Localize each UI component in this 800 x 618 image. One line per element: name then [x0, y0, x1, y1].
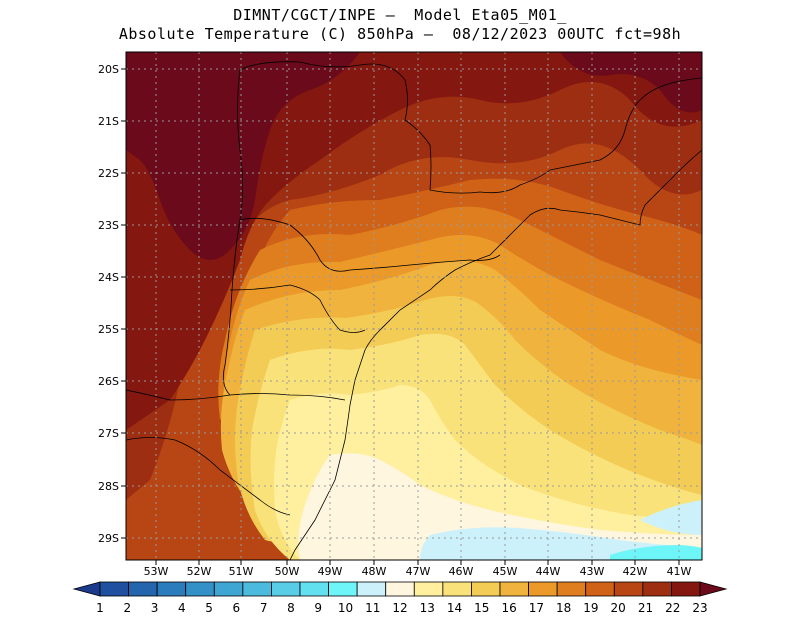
lat-label: 21S [98, 115, 119, 128]
colorbar-label: 12 [392, 601, 407, 615]
colorbar-box [585, 581, 615, 597]
contour-11-east [640, 500, 702, 535]
colorbar-box [156, 581, 187, 597]
colorbar-label: 19 [583, 601, 598, 615]
state-border-6 [126, 437, 291, 516]
lat-label: 28S [98, 480, 119, 493]
colorbar-label: 16 [501, 601, 516, 615]
colorbar-box [613, 581, 644, 597]
contour-23 [126, 52, 360, 260]
colorbar-label: 22 [665, 601, 680, 615]
state-border-4 [229, 284, 366, 333]
colorbar-box [356, 581, 387, 597]
colorbar-label: 18 [556, 601, 571, 615]
temperature-field [126, 52, 702, 560]
lon-label: 45W [493, 565, 518, 578]
lon-label: 44W [536, 565, 561, 578]
colorbar-label: 23 [692, 601, 707, 615]
colorbar-label: 6 [233, 601, 241, 615]
colorbar-box [442, 581, 472, 597]
contour-22 [126, 52, 702, 430]
lat-label: 26S [98, 375, 119, 388]
lat-label: 22S [98, 167, 119, 180]
colorbar-box [242, 581, 272, 597]
colorbar: 1 2 3 4 5 6 7 8 9 10 11 12 13 14 15 16 17 18 19 20 21 22 23 [72, 581, 728, 615]
colorbar-label: 3 [151, 601, 159, 615]
colorbar-box [471, 581, 501, 597]
lon-label: 52W [187, 565, 212, 578]
colorbar-label: 10 [338, 601, 353, 615]
lat-label: 20S [98, 63, 119, 76]
lat-label: 29S [98, 532, 119, 545]
lon-label: 42W [623, 565, 648, 578]
lon-label: 47W [406, 565, 431, 578]
lat-label: 27S [98, 427, 119, 440]
colorbar-label: 13 [420, 601, 435, 615]
colorbar-box [213, 581, 244, 597]
grid-lines [126, 52, 702, 560]
lon-label: 53W [144, 565, 169, 578]
title-line-2: Absolute Temperature (C) 850hPa – 08/12/… [118, 25, 682, 43]
lon-label: 51W [229, 565, 254, 578]
lon-label: 50W [275, 565, 300, 578]
colorbar-label: 15 [474, 601, 489, 615]
colorbar-box [128, 581, 158, 597]
lon-label: 41W [667, 565, 692, 578]
colorbar-box [299, 581, 329, 597]
colorbar-label: 11 [365, 601, 380, 615]
colorbar-box [499, 581, 529, 597]
contour-23-east [560, 52, 702, 113]
colorbar-box [671, 581, 701, 597]
boundaries [126, 61, 702, 560]
contour-12 [298, 453, 702, 560]
colorbar-box [385, 581, 415, 597]
plot-frame [125, 51, 703, 561]
colorbar-label: 9 [314, 601, 322, 615]
state-border-1 [239, 61, 551, 194]
colorbar-label: 21 [638, 601, 653, 615]
lat-label: 24S [98, 271, 119, 284]
colorbar-low-triangle [72, 581, 101, 597]
colorbar-box [328, 581, 358, 597]
lon-label: 46W [449, 565, 474, 578]
colorbar-label: 17 [529, 601, 544, 615]
lat-label: 25S [98, 323, 119, 336]
colorbar-label: 14 [447, 601, 462, 615]
colorbar-label: 4 [178, 601, 186, 615]
colorbar-label: 8 [287, 601, 295, 615]
state-border-2 [549, 77, 702, 171]
country-border [222, 69, 243, 396]
colorbar-box [413, 581, 444, 597]
longitude-labels: 53W 52W 51W 50W 49W 48W 47W 46W 45W 44W 43W 42W 41W [144, 560, 692, 578]
colorbar-label: 2 [123, 601, 131, 615]
colorbar-box [271, 581, 301, 597]
latitude-labels: 20S 21S 22S 23S 24S 25S 26S 27S 28S 29S [98, 63, 126, 545]
colorbar-label: 7 [260, 601, 268, 615]
colorbar-box [642, 581, 672, 597]
colorbar-label: 5 [205, 601, 213, 615]
lat-label: 23S [98, 219, 119, 232]
coastline [289, 149, 702, 560]
colorbar-label: 20 [611, 601, 626, 615]
colorbar-box [99, 581, 129, 597]
lon-label: 43W [580, 565, 605, 578]
colorbar-high-triangle [699, 581, 728, 597]
lon-label: 48W [362, 565, 387, 578]
title-line-1: DIMNT/CGCT/INPE – Model Eta05_M01_ [233, 6, 567, 24]
colorbar-box [528, 581, 558, 597]
colorbar-box [556, 581, 587, 597]
colorbar-box [185, 581, 215, 597]
lon-label: 49W [318, 565, 343, 578]
colorbar-label: 1 [96, 601, 104, 615]
